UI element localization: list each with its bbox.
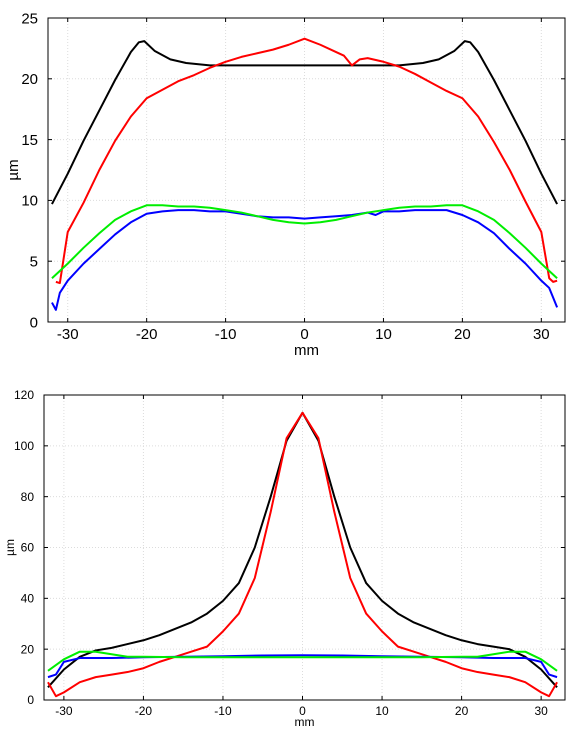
series-line-2 (47, 411, 558, 698)
y-tick-label: 40 (21, 592, 35, 606)
x-tick-label: 10 (375, 704, 389, 718)
x-tick-label: -20 (135, 704, 153, 718)
x-tick-label: 0 (300, 326, 308, 343)
y-axis-title: µm (3, 539, 17, 556)
x-tick-label: 10 (375, 326, 392, 343)
x-tick-label: -30 (57, 326, 79, 343)
x-axis-title: mm (294, 342, 319, 359)
y-tick-label: 20 (21, 642, 35, 656)
y-tick-label: 100 (14, 439, 34, 453)
top-line-chart: -30 -20 -10 0 10 20 30 0 5 10 15 20 25 mm µm (5, 10, 566, 359)
axes-frame (47, 17, 566, 323)
x-tick-label: 0 (299, 704, 306, 718)
y-tick-label: 120 (14, 388, 34, 402)
y-tick-label: 25 (21, 10, 38, 27)
plot-area (48, 18, 565, 322)
series-line-3 (47, 654, 558, 679)
y-tick-label: 0 (27, 693, 34, 707)
x-tick-label: -30 (55, 704, 73, 718)
x-tick-label: -10 (215, 326, 237, 343)
x-tick-label: 20 (454, 326, 471, 343)
series-line-4 (51, 204, 558, 279)
y-tick-label: 5 (30, 253, 38, 270)
y-tick-label: 15 (21, 132, 38, 149)
x-tick-label: -20 (136, 326, 158, 343)
series-line-4 (47, 650, 558, 672)
series-line-1 (51, 40, 558, 205)
y-tick-label: 10 (21, 193, 38, 210)
y-tick-label: 80 (21, 490, 35, 504)
y-tick-label: 0 (30, 314, 38, 331)
x-tick-label: -10 (214, 704, 232, 718)
series-line-2 (55, 37, 558, 285)
y-tick-label: 60 (21, 541, 35, 555)
x-tick-label: 20 (455, 704, 469, 718)
plot-area (44, 395, 565, 700)
series-line-3 (51, 209, 559, 311)
y-axis-title: µm (5, 159, 22, 180)
x-tick-label: 30 (533, 326, 550, 343)
x-axis-title: mm (295, 715, 315, 729)
bottom-line-chart: -30 -20 -10 0 10 20 30 0 20 40 60 80 100 120 mm µm (3, 388, 566, 729)
y-tick-label: 20 (21, 71, 38, 88)
x-tick-label: 30 (534, 704, 548, 718)
